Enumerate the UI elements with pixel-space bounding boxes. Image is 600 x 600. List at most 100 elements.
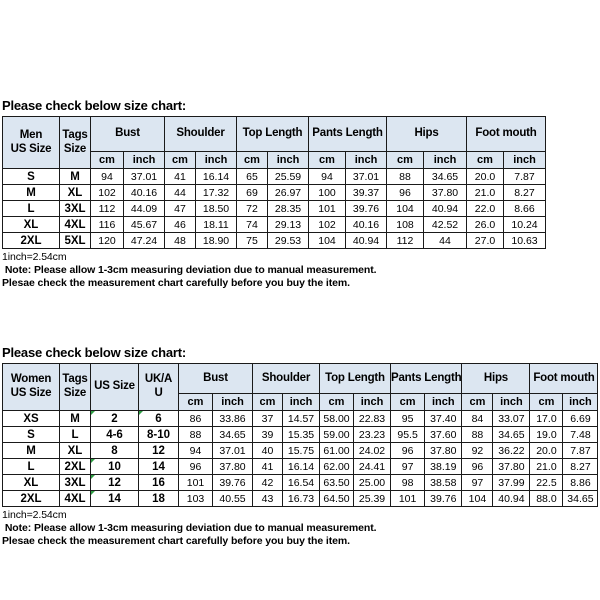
measurement-cell: 72 xyxy=(236,200,268,217)
table-row: S M 94 37.01 41 16.14 65 25.59 94 37.01 88 34.65 20.… xyxy=(2,168,546,185)
unit-header-inch: inch xyxy=(492,393,531,411)
table-row: XL 4XL 116 45.67 46 18.11 74 29.13 102 40.16 108 42… xyxy=(2,216,546,233)
column-header-bust: Bust xyxy=(90,116,165,152)
measurement-cell: 43 xyxy=(252,490,283,507)
size-cell: L xyxy=(2,458,60,475)
size-cell: 8-10 xyxy=(138,426,179,443)
unit-header-inch: inch xyxy=(503,151,546,169)
measurement-cell: 16.14 xyxy=(195,168,237,185)
measurement-cell: 47 xyxy=(164,200,196,217)
column-header-hips: Hips xyxy=(386,116,467,152)
measurement-cell: 95 xyxy=(389,410,426,427)
size-cell: 4-6 xyxy=(90,426,139,443)
measurement-cell: 45.67 xyxy=(123,216,165,233)
size-cell: XL xyxy=(2,216,60,233)
size-cell: M xyxy=(2,442,60,459)
measurement-cell: 37.60 xyxy=(424,426,463,443)
unit-header-inch: inch xyxy=(267,151,309,169)
measurement-cell: 25.59 xyxy=(267,168,309,185)
measurement-cell: 34.65 xyxy=(423,168,467,185)
men-chart-notes: 1inch=2.54cm Note: Please allow 1-3cm me… xyxy=(2,251,546,290)
size-cell: 18 xyxy=(138,490,179,507)
measurement-cell: 8.66 xyxy=(503,200,546,217)
men-chart-title: Please check below size chart: xyxy=(2,98,187,113)
measurement-cell: 39.76 xyxy=(424,490,463,507)
measurement-cell: 97 xyxy=(461,474,494,491)
column-header-foot-mouth: Foot mouth xyxy=(466,116,546,152)
table-row: XL 3XL 12 16 101 39.76 42 16.54 63.50 25.00 98 38.5… xyxy=(2,474,599,491)
measurement-cell: 64.50 xyxy=(319,490,354,507)
unit-header-row: cm inch cm inch cm inch cm inch cm inch cm inch xyxy=(3,151,546,169)
measurement-cell: 101 xyxy=(178,474,213,491)
measurement-cell: 65 xyxy=(236,168,268,185)
measuring-deviation-note: Note: Please allow 1-3cm measuring devia… xyxy=(2,264,377,276)
unit-header-cm: cm xyxy=(389,393,426,411)
unit-header-inch: inch xyxy=(562,393,599,411)
size-cell: 4XL xyxy=(59,216,91,233)
column-header-women-us-size: Women US Size xyxy=(2,363,60,411)
table-row: XS M 2 6 86 33.86 37 14.57 58.00 22.83 95 37.40 84 33… xyxy=(2,410,599,427)
measurement-cell: 96 xyxy=(178,458,213,475)
women-size-chart-section: Please check below size chart: Women US S… xyxy=(2,345,599,548)
measurement-cell: 61.00 xyxy=(319,442,354,459)
measurement-cell: 58.00 xyxy=(319,410,354,427)
size-cell: 14 xyxy=(138,458,179,475)
unit-header-cm: cm xyxy=(90,151,124,169)
column-header-top-length: Top Length xyxy=(236,116,309,152)
measurement-cell: 40.94 xyxy=(345,232,387,249)
size-cell: XL xyxy=(2,474,60,491)
measurement-cell: 102 xyxy=(90,184,124,201)
column-header-tags-size: Tags Size xyxy=(59,116,91,169)
column-header-us-size: US Size xyxy=(90,363,139,411)
measurement-cell: 98 xyxy=(389,474,426,491)
measurement-cell: 41 xyxy=(252,458,283,475)
inch-conversion-note: 1inch=2.54cm xyxy=(2,251,67,263)
measurement-cell: 37.01 xyxy=(212,442,253,459)
table-row: S L 4-6 8-10 88 34.65 39 15.35 59.00 23.23 95.5 37.… xyxy=(2,426,599,443)
measurement-cell: 88 xyxy=(178,426,213,443)
size-cell: L xyxy=(2,200,60,217)
measurement-cell: 40.16 xyxy=(123,184,165,201)
column-header-men-us-size: Men US Size xyxy=(2,116,60,169)
size-cell: 2 xyxy=(90,410,139,427)
size-cell: 2XL xyxy=(59,458,91,475)
measurement-cell: 37.80 xyxy=(212,458,253,475)
measurement-cell: 39.37 xyxy=(345,184,387,201)
unit-header-inch: inch xyxy=(195,151,237,169)
measurement-cell: 97 xyxy=(389,458,426,475)
measurement-cell: 88 xyxy=(386,168,424,185)
measurement-cell: 25.39 xyxy=(353,490,391,507)
unit-header-cm: cm xyxy=(236,151,268,169)
measurement-cell: 8.27 xyxy=(562,458,599,475)
measurement-cell: 16.54 xyxy=(282,474,320,491)
size-cell: 14 xyxy=(90,490,139,507)
measurement-cell: 15.35 xyxy=(282,426,320,443)
column-header-shoulder: Shoulder xyxy=(252,363,320,394)
measurement-cell: 37.80 xyxy=(423,184,467,201)
measurement-cell: 16.14 xyxy=(282,458,320,475)
measurement-cell: 26.0 xyxy=(466,216,504,233)
measurement-cell: 23.23 xyxy=(353,426,391,443)
measurement-cell: 22.83 xyxy=(353,410,391,427)
size-cell: 6 xyxy=(138,410,179,427)
measurement-cell: 84 xyxy=(461,410,494,427)
measurement-cell: 108 xyxy=(386,216,424,233)
column-header-top-length: Top Length xyxy=(319,363,391,394)
column-header-bust: Bust xyxy=(178,363,253,394)
size-cell: M xyxy=(59,168,91,185)
measurement-cell: 10.24 xyxy=(503,216,546,233)
measurement-cell: 40.94 xyxy=(492,490,531,507)
column-header-tags-size: Tags Size xyxy=(59,363,91,411)
measurement-cell: 17.0 xyxy=(529,410,564,427)
table-row: M XL 8 12 94 37.01 40 15.75 61.00 24.02 96 37.80 92 3… xyxy=(2,442,599,459)
measurement-cell: 21.0 xyxy=(529,458,564,475)
measurement-cell: 47.24 xyxy=(123,232,165,249)
column-header-pants-length: Pants Length xyxy=(389,363,463,394)
measurement-cell: 20.0 xyxy=(466,168,504,185)
measurement-cell: 37.99 xyxy=(492,474,531,491)
unit-header-cm: cm xyxy=(308,151,346,169)
measurement-cell: 7.48 xyxy=(562,426,599,443)
measurement-cell: 27.0 xyxy=(466,232,504,249)
measurement-cell: 44 xyxy=(423,232,467,249)
measurement-cell: 6.69 xyxy=(562,410,599,427)
